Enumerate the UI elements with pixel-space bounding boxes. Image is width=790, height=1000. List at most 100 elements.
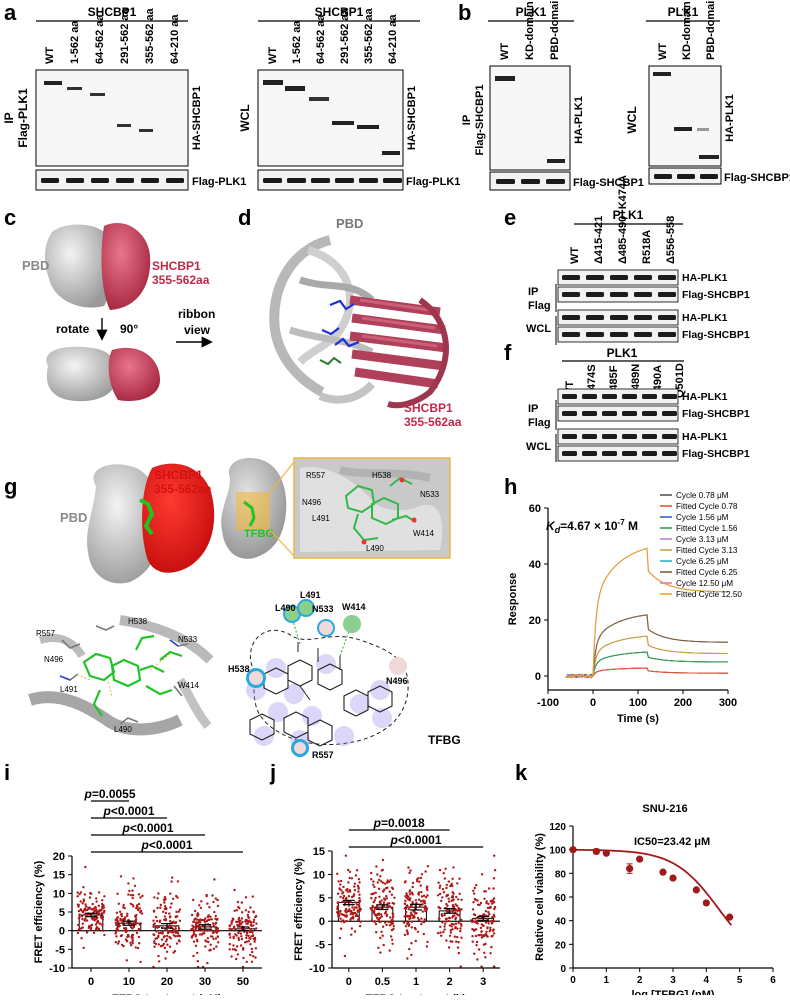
band bbox=[311, 178, 330, 183]
data-point bbox=[229, 936, 232, 939]
band bbox=[586, 275, 604, 280]
data-point bbox=[175, 910, 178, 914]
lane-label: 1-562 aa bbox=[291, 20, 303, 64]
data-point bbox=[392, 915, 395, 918]
data-point bbox=[158, 920, 161, 924]
data-point bbox=[85, 931, 89, 934]
band bbox=[662, 434, 677, 439]
residue-label: N496 bbox=[386, 676, 408, 686]
data-point bbox=[386, 879, 389, 882]
h-kd-label: Kd=4.67 × 10-7 M bbox=[546, 518, 638, 535]
data-point bbox=[484, 890, 487, 893]
data-point bbox=[193, 909, 197, 913]
data-point bbox=[88, 896, 92, 899]
band bbox=[610, 275, 628, 280]
data-point bbox=[208, 906, 211, 909]
data-point bbox=[245, 940, 248, 943]
data-point bbox=[456, 882, 459, 885]
band bbox=[634, 315, 652, 320]
g-zoom-residue-labels: R557 H538 N496 N533 L491 W414 L490 bbox=[302, 471, 440, 553]
g-pocket-surface bbox=[221, 458, 287, 559]
data-point bbox=[374, 896, 377, 900]
data-point bbox=[442, 891, 446, 894]
lane-label: 291-562 aa bbox=[339, 7, 351, 64]
data-point bbox=[168, 945, 172, 948]
data-point bbox=[386, 905, 389, 908]
blot-row-label: HA-PLK1 bbox=[682, 431, 728, 443]
data-point bbox=[83, 893, 87, 896]
lane-label: 64-210 aa bbox=[169, 14, 181, 64]
residue-label: L491 bbox=[312, 514, 330, 523]
data-point bbox=[488, 912, 491, 916]
data-point bbox=[440, 934, 443, 937]
data-point bbox=[445, 939, 448, 942]
x-tick-label: 2 bbox=[637, 975, 643, 986]
data-point bbox=[126, 912, 129, 915]
residue-label: R557 bbox=[36, 629, 56, 638]
data-point bbox=[196, 940, 199, 943]
band bbox=[658, 275, 676, 280]
data-point bbox=[450, 899, 453, 902]
data-point bbox=[244, 909, 248, 912]
data-point bbox=[250, 924, 253, 928]
data-point bbox=[236, 945, 239, 948]
data-point bbox=[382, 943, 385, 947]
data-point bbox=[200, 900, 203, 903]
y-tick-label: -5 bbox=[315, 940, 325, 952]
data-point bbox=[95, 926, 99, 929]
data-point bbox=[89, 892, 92, 895]
y-tick-label: 80 bbox=[555, 869, 567, 880]
data-point bbox=[472, 929, 476, 932]
p-value-label: p<0.0001 bbox=[140, 838, 192, 852]
data-point bbox=[345, 914, 348, 917]
b-left-header: PLK1 bbox=[516, 5, 547, 19]
data-point bbox=[445, 917, 448, 920]
band bbox=[562, 434, 577, 439]
data-point bbox=[174, 927, 177, 930]
legend-entry: Fitted Cycle 6.25 bbox=[676, 568, 738, 577]
x-tick-label: 10 bbox=[123, 976, 135, 988]
g-stick-residue-labels: H538 R557 N533 N496 W414 L491 L490 bbox=[36, 617, 199, 734]
data-point bbox=[252, 911, 255, 914]
data-point bbox=[131, 940, 134, 943]
a-left-header: SHCBP1 bbox=[88, 5, 137, 19]
data-point bbox=[387, 920, 390, 924]
data-point bbox=[199, 918, 202, 921]
panel-letter-h: h bbox=[504, 474, 517, 499]
data-point bbox=[97, 912, 101, 915]
residue-label: L491 bbox=[60, 685, 78, 694]
data-point bbox=[377, 912, 381, 915]
data-point bbox=[352, 908, 356, 911]
data-point bbox=[351, 906, 354, 909]
data-point bbox=[165, 938, 169, 941]
f-flag-label: Flag bbox=[528, 417, 551, 429]
data-point bbox=[77, 923, 80, 927]
data-point bbox=[372, 883, 375, 886]
x-tick-label: 0 bbox=[88, 976, 94, 988]
data-point bbox=[474, 898, 477, 902]
data-point bbox=[195, 918, 199, 921]
panel-letter-g: g bbox=[4, 474, 17, 499]
band bbox=[359, 178, 378, 183]
f-wcl-label: WCL bbox=[526, 441, 551, 453]
data-point bbox=[406, 957, 409, 960]
data-point bbox=[87, 907, 91, 910]
data-point bbox=[437, 881, 440, 884]
data-point bbox=[190, 935, 194, 938]
data-point bbox=[484, 956, 487, 959]
data-point bbox=[385, 923, 388, 927]
data-point bbox=[201, 925, 204, 928]
data-point bbox=[413, 916, 416, 919]
data-point bbox=[569, 846, 577, 854]
y-axis-label: FRET efficiency (%) bbox=[33, 860, 45, 963]
b-wcl-label: WCL bbox=[625, 106, 639, 133]
lane-label: Δ415-421 bbox=[593, 216, 605, 264]
data-point bbox=[410, 920, 414, 923]
data-point bbox=[454, 918, 457, 921]
data-point bbox=[407, 923, 411, 926]
data-point bbox=[126, 939, 129, 943]
data-point bbox=[356, 910, 359, 913]
data-point bbox=[486, 927, 489, 930]
a-ip-label: IP bbox=[2, 112, 16, 123]
